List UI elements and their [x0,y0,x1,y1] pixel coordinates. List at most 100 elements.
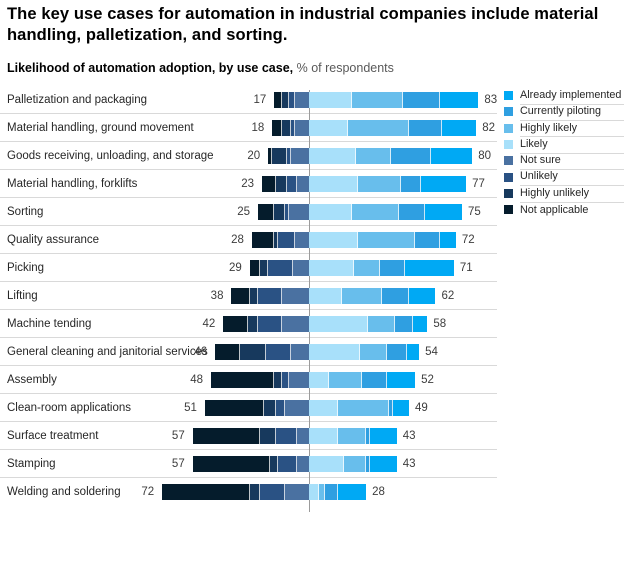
right-value-label: 80 [478,150,491,162]
bar-segment-likely [309,428,338,444]
bar-segment-not_sure [290,344,309,360]
category-label: Surface treatment [7,430,99,442]
row-separator [0,141,497,142]
category-label: Machine tending [7,318,92,330]
bar-segment-highly_likely [357,176,401,192]
bar-segment-unlikely [284,204,289,220]
legend-label: Highly unlikely [520,185,624,203]
bar-segment-not_applicable [162,484,250,500]
bar-segment-likely [309,92,352,108]
legend-label: Currently piloting [520,104,624,122]
bar-segment-already_implemented [386,372,416,388]
right-value-label: 28 [372,486,385,498]
bar-segment-currently_piloting [402,92,440,108]
legend-swatch-highly_likely [504,123,513,133]
bar-segment-highly_likely [347,120,409,136]
category-label: Lifting [7,290,38,302]
bar-segment-highly_likely [357,232,416,248]
bar-segment-highly_unlikely [249,484,261,500]
left-value-label: 72 [141,486,155,498]
bar-segment-already_implemented [370,428,397,444]
right-value-label: 58 [433,318,447,330]
legend-label: Unlikely [520,169,624,187]
bar-segment-highly_likely [337,428,367,444]
row-separator [0,477,497,478]
left-value-label: 51 [184,402,197,414]
chart-subtitle: Likelihood of automation adoption, by us… [7,61,394,75]
bar-segment-likely [309,204,352,220]
bar-segment-likely [309,148,356,164]
bar-segment-not_applicable [192,456,271,472]
row-separator [0,225,497,226]
category-label: Material handling, forklifts [7,178,138,190]
right-value-label: 62 [441,290,455,302]
legend-item-likely: Likely [504,137,624,154]
bar-segment-unlikely [260,484,285,500]
legend-label: Highly likely [520,120,624,138]
legend-swatch-not_applicable [504,205,513,215]
row-separator [0,253,497,254]
legend-label: Already implemented [520,88,624,105]
bar-segment-currently_piloting [400,176,422,192]
bar-segment-unlikely [286,148,291,164]
bar-segment-not_sure [294,232,309,248]
bar-segment-currently_piloting [388,400,393,416]
category-label: General cleaning and janitorial services [7,346,208,358]
category-label: Clean-room applications [7,402,132,414]
bar-segment-likely [309,400,338,416]
right-value-label: 43 [402,458,416,470]
bar-segment-not_sure [282,288,309,304]
bar-segment-currently_piloting [398,204,426,220]
bar-segment-not_applicable [258,204,275,220]
bar-segment-unlikely [290,120,295,136]
bar-segment-unlikely [276,428,297,444]
bar-segment-not_applicable [249,260,261,276]
bar-segment-highly_likely [368,316,395,332]
bar-segment-not_sure [282,316,309,332]
bar-segment-currently_piloting [415,232,440,248]
bar-segment-not_sure [296,428,309,444]
bar-segment-not_sure [288,204,309,220]
legend-swatch-highly_unlikely [504,188,513,198]
bar-segment-highly_unlikely [270,456,279,472]
bar-segment-likely [309,288,342,304]
bar-segment-highly_unlikely [272,148,287,164]
bar-segment-highly_likely [319,484,326,500]
bar-segment-unlikely [258,316,283,332]
bar-segment-already_implemented [413,316,428,332]
bar-segment-highly_likely [341,288,383,304]
bar-segment-not_sure [290,148,309,164]
bar-segment-currently_piloting [394,316,414,332]
chart-subtitle-unit: % of respondents [293,61,394,75]
row-separator [0,281,497,282]
row-separator [0,449,497,450]
left-value-label: 18 [251,122,265,134]
left-value-label: 38 [210,290,224,302]
left-value-label: 17 [253,94,267,106]
row-separator [0,393,497,394]
bar-segment-not_applicable [204,400,265,416]
row-separator [0,169,497,170]
bar-segment-not_sure [294,92,309,108]
bar-segment-likely [309,456,344,472]
bar-segment-likely [309,372,330,388]
bar-segment-not_sure [284,400,309,416]
bar-segment-highly_unlikely [282,92,289,108]
bar-segment-likely [309,484,320,500]
legend-swatch-not_sure [504,156,513,166]
bar-segment-highly_likely [355,148,391,164]
bar-segment-highly_likely [353,260,381,276]
right-value-label: 75 [468,206,481,218]
legend-item-already_implemented: Already implemented [504,88,624,105]
bar-segment-currently_piloting [408,120,442,136]
bar-segment-already_implemented [404,260,454,276]
bar-segment-highly_unlikely [274,232,279,248]
bar-segment-not_applicable [215,344,240,360]
bar-segment-highly_unlikely [260,428,277,444]
bar-segment-not_applicable [231,288,250,304]
legend-swatch-already_implemented [504,91,513,101]
bar-segment-currently_piloting [380,260,405,276]
bar-segment-likely [309,260,354,276]
bar-segment-not_applicable [272,120,283,136]
